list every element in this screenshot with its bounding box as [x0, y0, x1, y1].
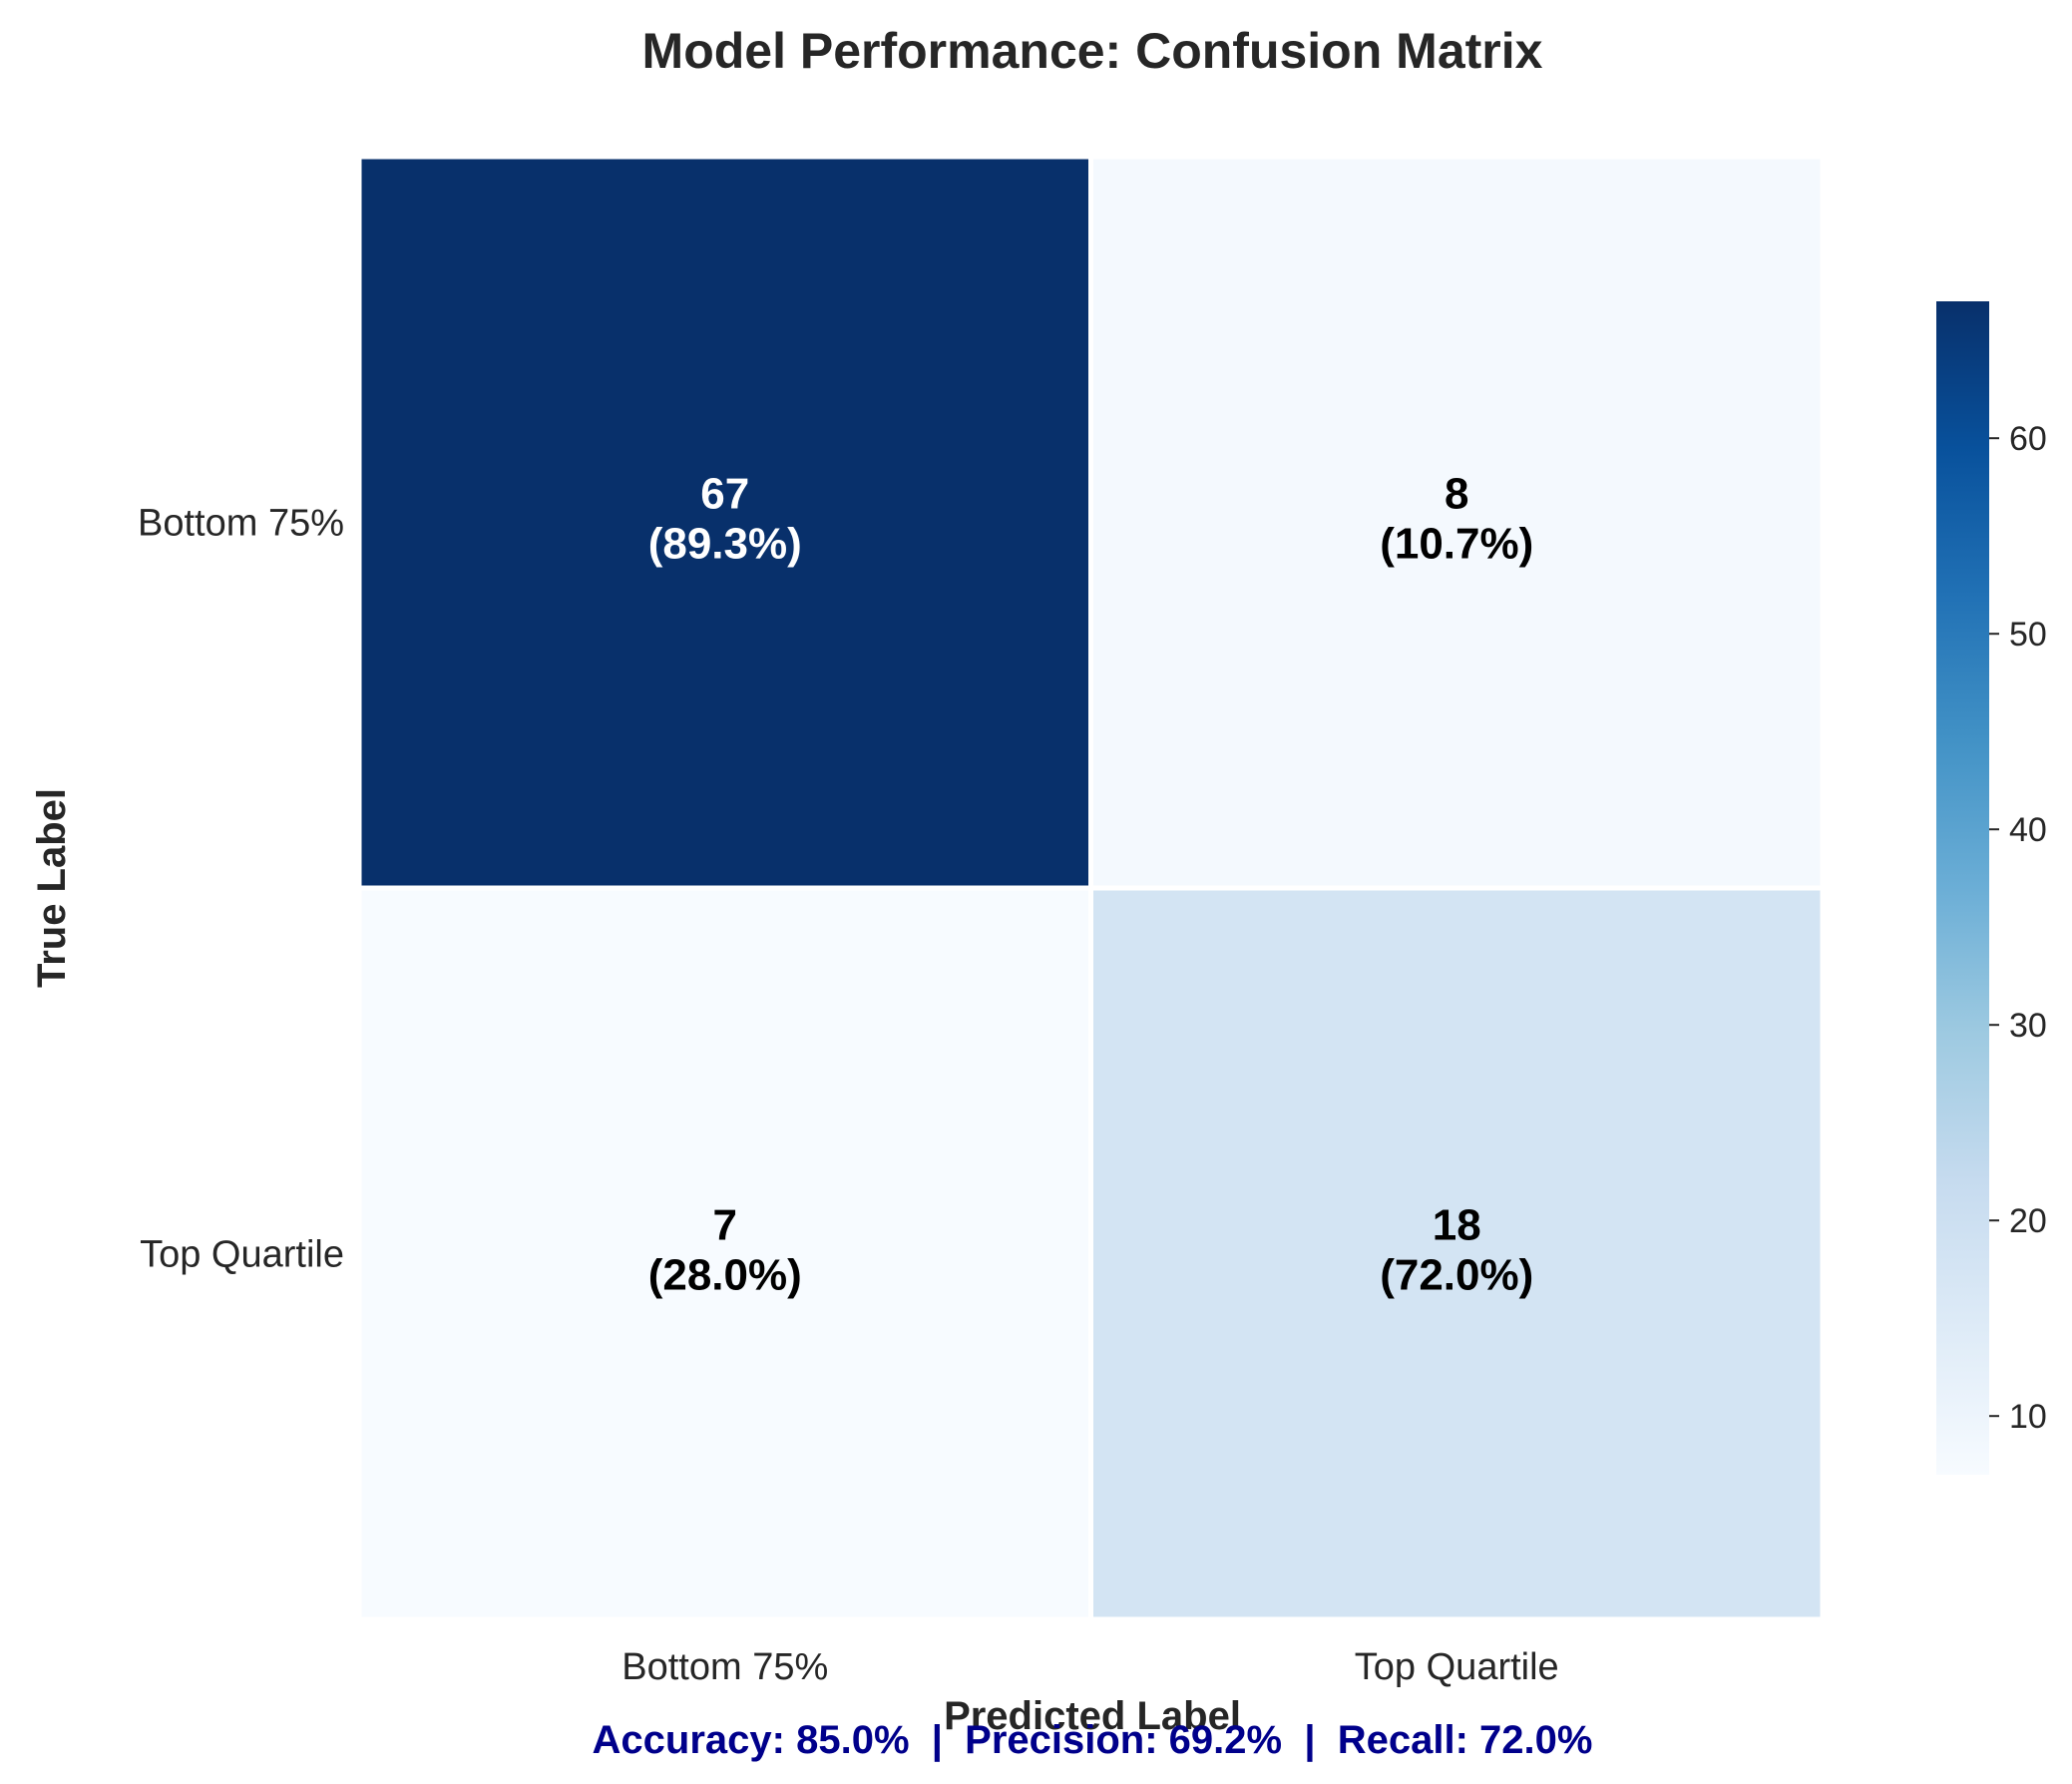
x-tick-label: Top Quartile [1355, 1646, 1559, 1688]
heatmap-cell [356, 885, 1093, 1622]
colorbar-tick-label: 50 [2009, 616, 2047, 654]
x-axis-label: Predicted Label [944, 1694, 1241, 1738]
colorbar-tick-label: 40 [2009, 811, 2047, 849]
cell-percent-label: (89.3%) [648, 520, 802, 569]
cell-count-label: 8 [1445, 470, 1468, 519]
cell-count-label: 7 [713, 1201, 737, 1250]
colorbar-tick-label: 20 [2009, 1202, 2047, 1240]
cell-count-label: 18 [1433, 1201, 1481, 1250]
heatmap-cell-labels: 67(89.3%) 8(10.7%) 7(28.0%) 18(72.0%) [648, 470, 1534, 1300]
x-tick-label: Bottom 75% [622, 1646, 828, 1688]
colorbar-tick-label: 10 [2009, 1398, 2047, 1436]
x-axis-ticks: Bottom 75% Top Quartile [622, 1646, 1558, 1688]
cell-count-label: 67 [700, 470, 749, 519]
chart-title: Model Performance: Confusion Matrix [642, 23, 1543, 79]
y-axis-label: True Label [30, 788, 74, 988]
colorbar [1936, 301, 1989, 1475]
cell-percent-label: (10.7%) [1380, 520, 1533, 569]
colorbar-tick-label: 30 [2009, 1007, 2047, 1045]
heatmap-cell [1088, 154, 1826, 891]
heatmap-cell [356, 154, 1093, 891]
y-axis-ticks: Bottom 75% Top Quartile [138, 503, 344, 1276]
y-tick-label: Bottom 75% [138, 503, 344, 545]
cell-percent-label: (72.0%) [1380, 1251, 1533, 1300]
heatmap-cells [356, 154, 1826, 1622]
metrics-summary: Accuracy: 85.0% | Precision: 69.2% | Rec… [593, 1718, 1593, 1762]
heatmap-cell [1088, 885, 1826, 1622]
cell-percent-label: (28.0%) [648, 1251, 802, 1300]
y-tick-label: Top Quartile [140, 1234, 344, 1276]
colorbar-ticks: 10 20 30 40 50 60 [1989, 420, 2047, 1436]
colorbar-tick-label: 60 [2009, 420, 2047, 458]
